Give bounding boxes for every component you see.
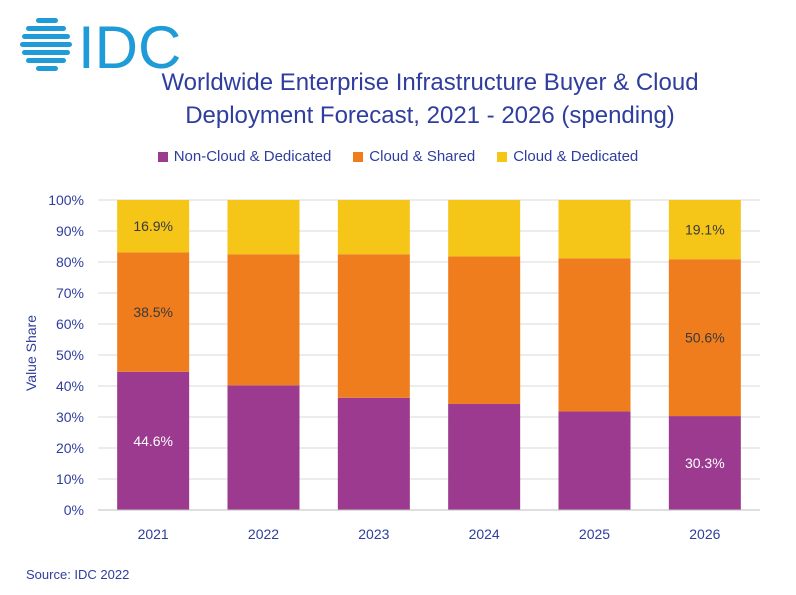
bar-segment-2021-2 xyxy=(117,200,190,253)
data-label: 30.3% xyxy=(685,455,725,471)
y-tick-label: 100% xyxy=(48,192,84,208)
legend-label: Cloud & Shared xyxy=(369,148,476,165)
globe-icon xyxy=(20,18,72,71)
x-tick-label: 2023 xyxy=(358,526,389,542)
y-tick-label: 90% xyxy=(56,223,84,239)
chart-title-line-2: Deployment Forecast, 2021 - 2026 (spendi… xyxy=(185,102,675,129)
bar-segment-2022-1 xyxy=(227,254,300,386)
chart-title: Worldwide Enterprise Infrastructure Buye… xyxy=(120,66,740,132)
data-label: 44.6% xyxy=(133,433,173,449)
y-tick-label: 60% xyxy=(56,316,84,332)
chart-title-line-1: Worldwide Enterprise Infrastructure Buye… xyxy=(161,69,699,96)
x-tick-label: 2021 xyxy=(138,526,169,542)
x-tick-label: 2025 xyxy=(579,526,610,542)
bar-segment-2023-1 xyxy=(337,254,410,398)
legend-label: Non-Cloud & Dedicated xyxy=(173,148,332,165)
y-tick-label: 0% xyxy=(64,502,84,518)
bar-segment-2021-1 xyxy=(117,252,190,372)
bar-segment-2025-0 xyxy=(558,411,631,510)
bar-segment-2026-2 xyxy=(668,200,741,260)
data-label: 19.1% xyxy=(685,222,725,238)
legend-item-cloud-shared: Cloud & Shared xyxy=(353,148,475,165)
y-tick-label: 40% xyxy=(56,378,84,394)
bar-segment-2025-1 xyxy=(558,258,631,412)
data-label: 38.5% xyxy=(133,304,173,320)
bar-segment-2025-2 xyxy=(558,200,631,259)
bar-segment-2024-1 xyxy=(448,256,521,404)
idc-logo: IDC xyxy=(14,14,189,81)
y-tick-label: 80% xyxy=(56,254,84,270)
legend-item-cloud-dedicated: Cloud & Dedicated xyxy=(497,148,638,165)
legend-item-non-cloud: Non-Cloud & Dedicated xyxy=(157,148,332,165)
x-tick-label: 2024 xyxy=(469,526,500,542)
y-tick-label: 10% xyxy=(56,471,84,487)
legend-swatch xyxy=(497,151,508,162)
x-tick-label: 2022 xyxy=(248,526,279,542)
y-tick-label: 30% xyxy=(56,409,84,425)
legend-swatch xyxy=(157,151,168,162)
y-tick-label: 70% xyxy=(56,285,84,301)
bar-segment-2024-0 xyxy=(448,403,521,510)
data-label: 16.9% xyxy=(133,218,173,234)
legend: Non-Cloud & Dedicated Cloud & Shared Clo… xyxy=(0,148,796,165)
source-note: Source: IDC 2022 xyxy=(26,567,130,582)
legend-label: Cloud & Dedicated xyxy=(513,148,639,165)
y-tick-label: 50% xyxy=(56,347,84,363)
logo-text: IDC xyxy=(78,14,181,74)
bar-segment-2022-2 xyxy=(227,200,300,255)
bar-segment-2024-2 xyxy=(448,200,521,257)
bar-segment-2022-0 xyxy=(227,385,300,510)
bar-segment-2021-0 xyxy=(117,371,190,510)
legend-swatch xyxy=(353,151,364,162)
bar-segment-2023-0 xyxy=(337,397,410,510)
data-label: 50.6% xyxy=(685,330,725,346)
x-tick-label: 2026 xyxy=(689,526,720,542)
bar-segment-2026-1 xyxy=(668,259,741,417)
y-tick-label: 20% xyxy=(56,440,84,456)
stacked-bar-chart: 0% 10% 20% 30% 40% 50% 60% 70% 80% 90% 100% 44.6% 38… xyxy=(48,192,760,542)
bar-segment-2026-0 xyxy=(668,416,741,510)
bar-segment-2023-2 xyxy=(337,200,410,255)
